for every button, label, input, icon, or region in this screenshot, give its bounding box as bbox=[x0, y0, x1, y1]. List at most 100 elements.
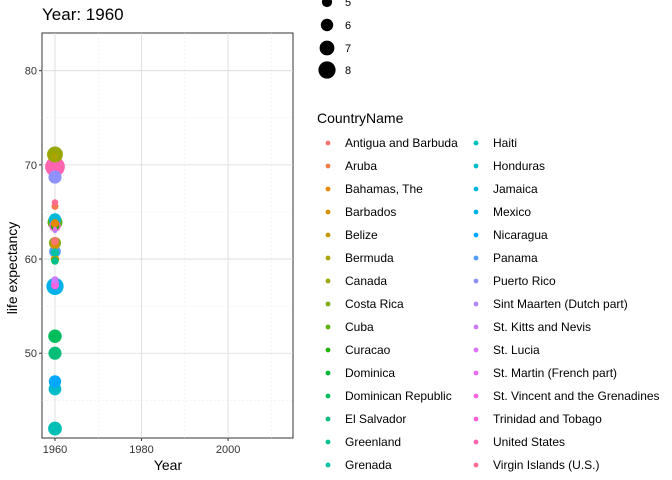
legend-label: Trinidad and Tobago bbox=[493, 412, 602, 426]
legend-key bbox=[325, 140, 331, 146]
x-tick-label: 1980 bbox=[129, 444, 153, 456]
legend-key bbox=[473, 370, 479, 376]
legend-label: Canada bbox=[345, 274, 387, 288]
legend-label: Jamaica bbox=[493, 182, 538, 196]
legend-key bbox=[325, 439, 331, 445]
legend-label: Aruba bbox=[345, 159, 377, 173]
legend-label: Mexico bbox=[493, 205, 531, 219]
legend-label: Antigua and Barbuda bbox=[345, 136, 458, 150]
legend-key bbox=[473, 301, 479, 307]
legend-key bbox=[325, 462, 331, 468]
legend-label: St. Kitts and Nevis bbox=[493, 320, 591, 334]
color-legend: Antigua and Barbuda Aruba Bahamas, The Barb… bbox=[325, 136, 660, 472]
legend-key bbox=[473, 393, 479, 399]
data-point bbox=[45, 156, 65, 177]
grid bbox=[42, 33, 293, 438]
y-axis-title: life expectancy bbox=[4, 222, 20, 315]
legend-key bbox=[325, 255, 331, 261]
data-point bbox=[48, 170, 62, 184]
legend-label: St. Lucia bbox=[493, 343, 540, 357]
x-axis-title: Year bbox=[154, 457, 183, 473]
size-legend-label: 7 bbox=[345, 43, 351, 55]
legend-label: Puerto Rico bbox=[493, 274, 556, 288]
legend-label: United States bbox=[493, 435, 565, 449]
y-tick-label: 50 bbox=[25, 348, 37, 360]
legend-label: Bahamas, The bbox=[345, 182, 423, 196]
legend-key bbox=[325, 278, 331, 284]
legend-label: Virgin Islands (U.S.) bbox=[493, 458, 599, 472]
legend-label: St. Vincent and the Grenadines bbox=[493, 389, 660, 403]
legend-key bbox=[325, 163, 331, 169]
legend-key bbox=[325, 186, 331, 192]
legend-key bbox=[325, 232, 331, 238]
legend-label: Cuba bbox=[345, 320, 374, 334]
legend-key bbox=[473, 186, 479, 192]
color-legend-title: CountryName bbox=[317, 110, 404, 126]
legend-key bbox=[473, 232, 479, 238]
legend-key bbox=[473, 324, 479, 330]
legend-key bbox=[325, 324, 331, 330]
size-legend-label: 8 bbox=[345, 65, 351, 77]
legend-label: Belize bbox=[345, 228, 378, 242]
legend-key bbox=[473, 439, 479, 445]
x-tick-label: 2000 bbox=[216, 444, 240, 456]
data-point bbox=[50, 219, 60, 228]
data-point bbox=[51, 152, 59, 160]
legend-key bbox=[473, 278, 479, 284]
legend-label: El Salvador bbox=[345, 412, 406, 426]
size-legend: 5 6 7 8 bbox=[318, 0, 351, 79]
data-point bbox=[51, 281, 59, 290]
legend-label: Barbados bbox=[345, 205, 396, 219]
legend-label: Greenland bbox=[345, 435, 401, 449]
legend-key bbox=[325, 370, 331, 376]
size-legend-key bbox=[321, 0, 333, 8]
data-point bbox=[50, 248, 60, 257]
data-point bbox=[52, 226, 57, 231]
data-point bbox=[48, 329, 62, 344]
legend-key bbox=[473, 462, 479, 468]
legend-label: Bermuda bbox=[345, 251, 394, 265]
size-legend-key bbox=[319, 40, 335, 56]
plot-area bbox=[41, 32, 294, 439]
size-legend-key bbox=[320, 18, 334, 32]
legend-key bbox=[473, 163, 479, 169]
legend-label: Dominican Republic bbox=[345, 389, 452, 403]
legend-key bbox=[325, 393, 331, 399]
legend-key bbox=[325, 416, 331, 422]
y-tick-label: 70 bbox=[25, 160, 37, 172]
legend-key bbox=[325, 347, 331, 353]
legend-key bbox=[473, 347, 479, 353]
y-tick-label: 80 bbox=[25, 66, 37, 78]
legend-key bbox=[473, 255, 479, 261]
legend-key bbox=[473, 416, 479, 422]
legend-label: Nicaragua bbox=[493, 228, 548, 242]
data-point bbox=[48, 375, 62, 388]
legend-key bbox=[325, 209, 331, 215]
size-legend-label: 5 bbox=[345, 0, 351, 9]
legend-label: Dominica bbox=[345, 366, 395, 380]
x-axis-ticks: 1960 1980 2000 bbox=[43, 438, 240, 456]
legend-label: Sint Maarten (Dutch part) bbox=[493, 297, 628, 311]
data-point bbox=[51, 276, 59, 284]
y-tick-label: 60 bbox=[25, 254, 37, 266]
data-point bbox=[48, 346, 62, 360]
legend-label: St. Martin (French part) bbox=[493, 366, 617, 380]
legend-label: Honduras bbox=[493, 159, 545, 173]
data-point bbox=[51, 199, 59, 206]
legend-label: Haiti bbox=[493, 136, 517, 150]
legend-label: Costa Rica bbox=[345, 297, 404, 311]
size-legend-label: 6 bbox=[345, 20, 351, 32]
data-point bbox=[51, 257, 59, 265]
chart-title: Year: 1960 bbox=[42, 5, 124, 24]
x-tick-label: 1960 bbox=[43, 444, 67, 456]
legend-label: Curacao bbox=[345, 343, 391, 357]
legend-key bbox=[473, 140, 479, 146]
legend-label: Panama bbox=[493, 251, 538, 265]
legend-label: Grenada bbox=[345, 458, 392, 472]
legend-key bbox=[325, 301, 331, 307]
data-point bbox=[50, 237, 60, 246]
data-points bbox=[45, 146, 65, 436]
data-point bbox=[48, 421, 62, 436]
y-axis-ticks: 50 60 70 80 bbox=[25, 66, 42, 360]
